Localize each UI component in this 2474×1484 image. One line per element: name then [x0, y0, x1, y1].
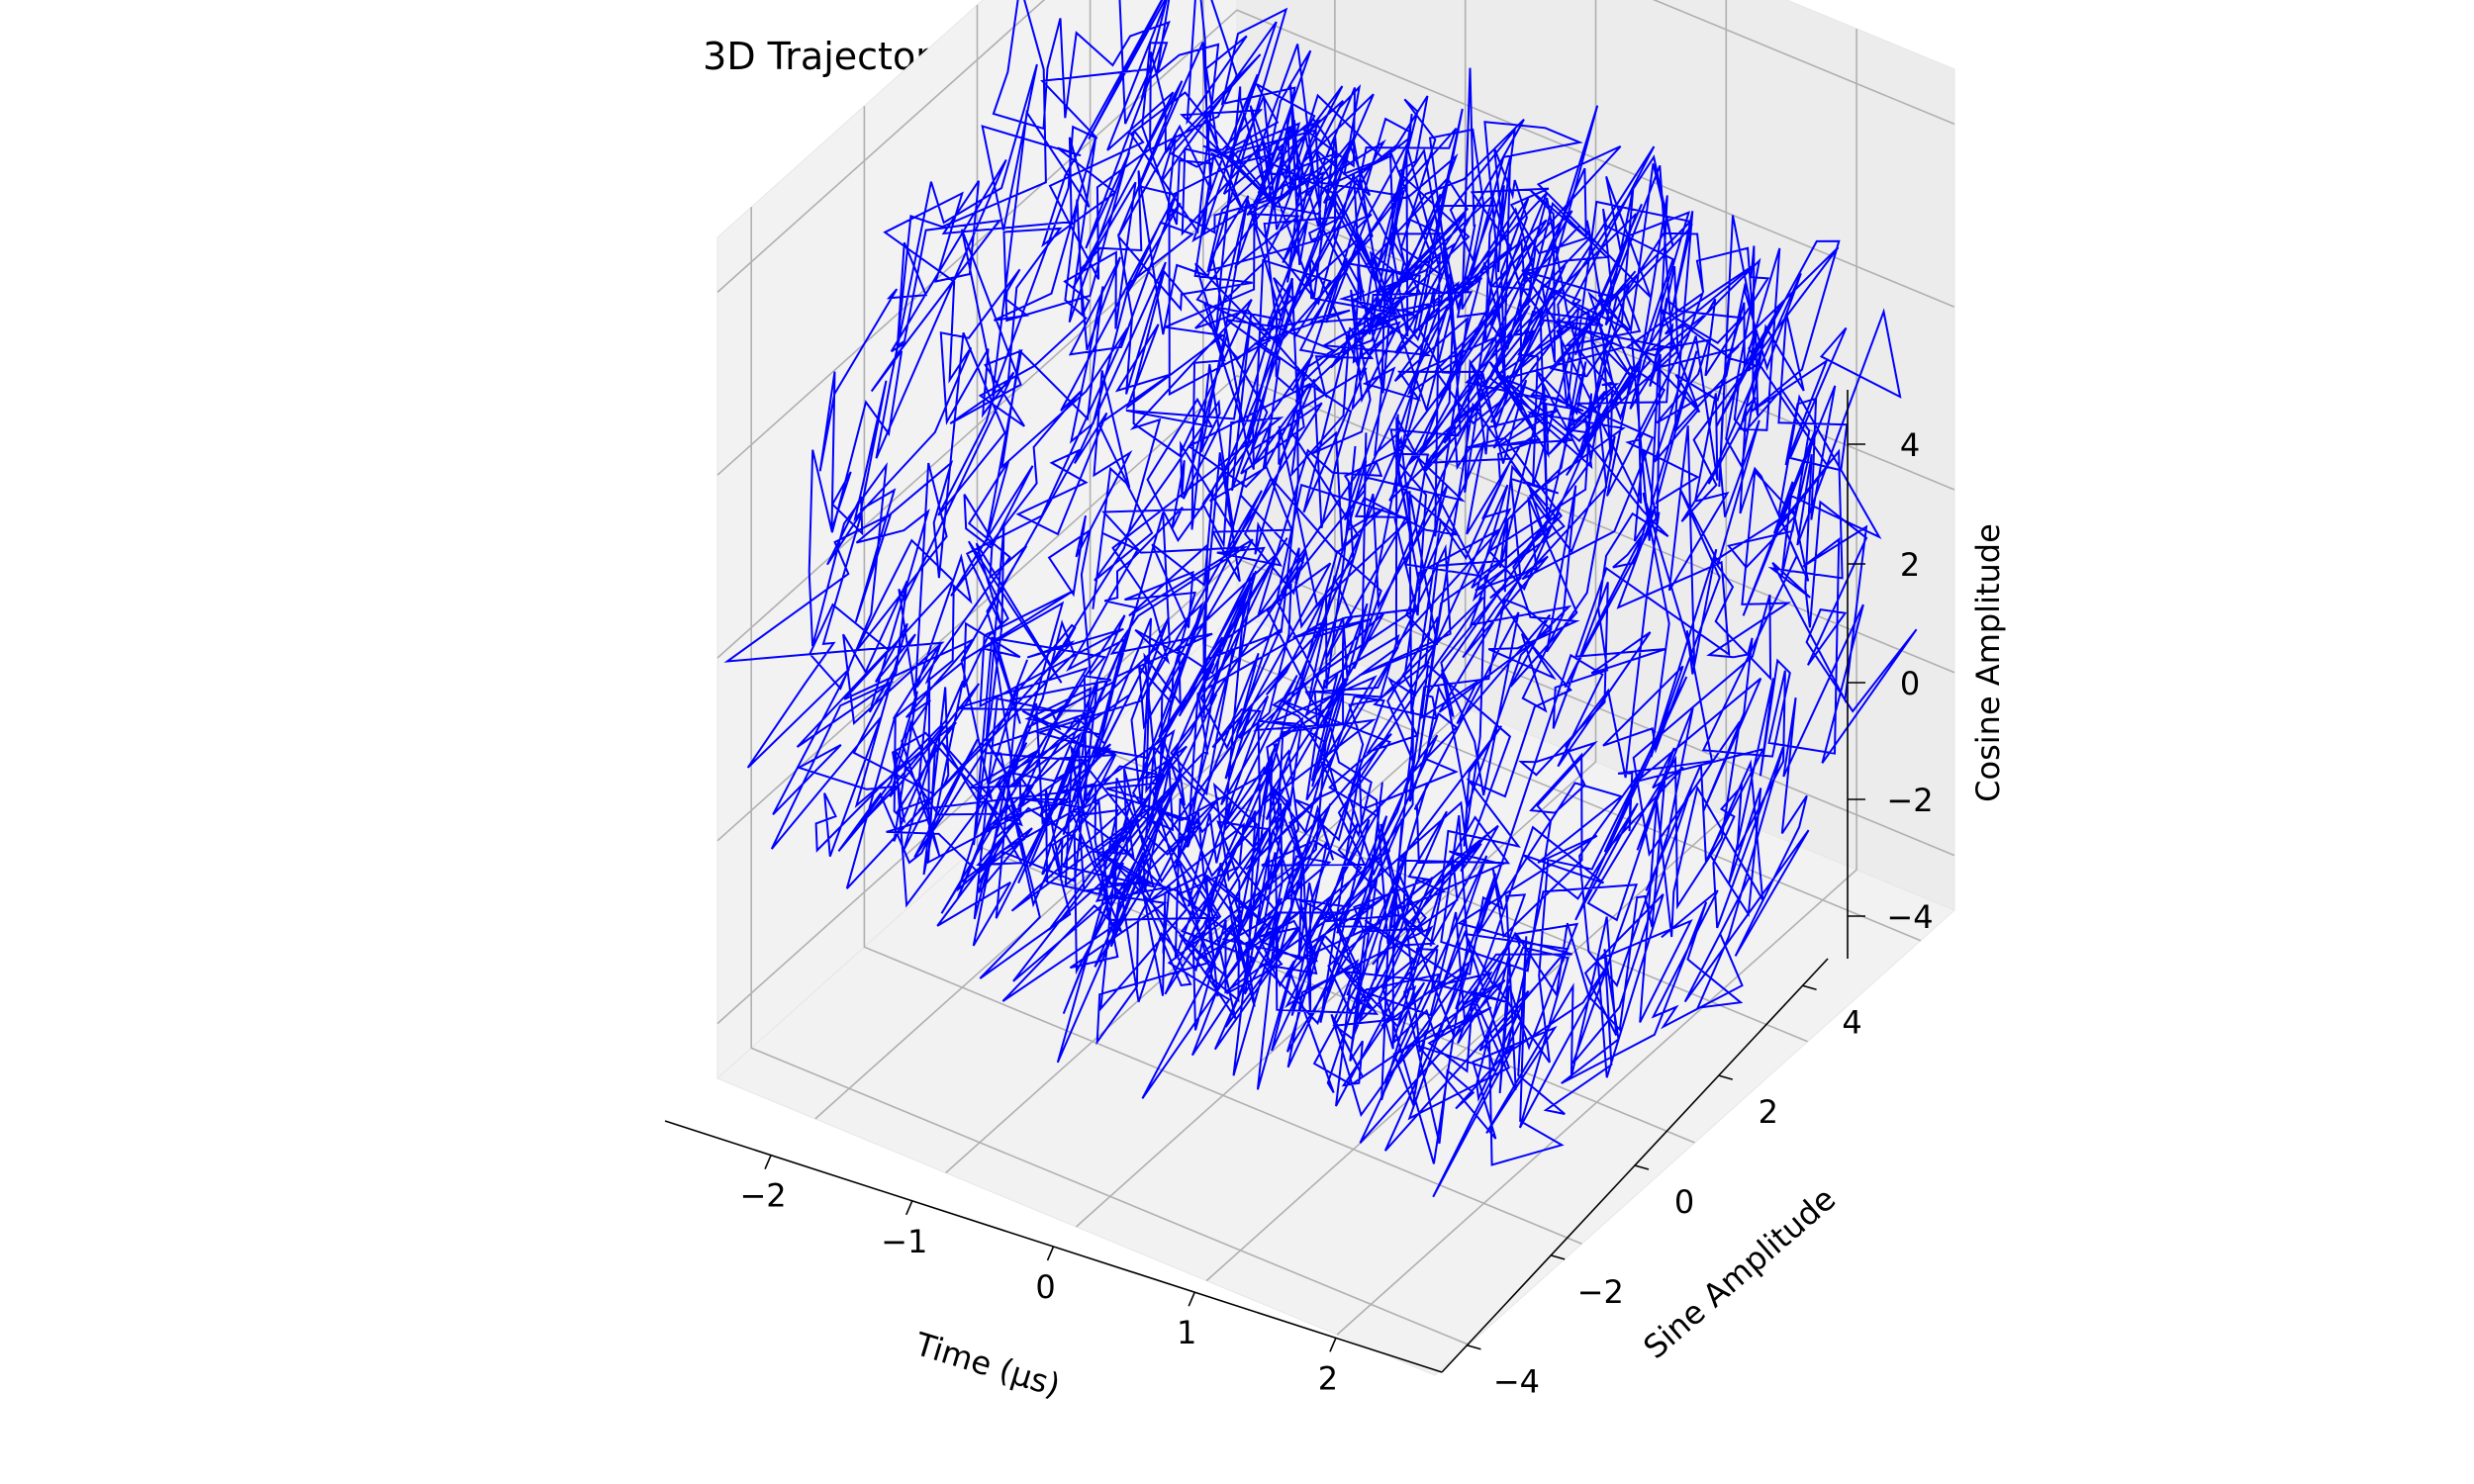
x-tick-label: 1	[1177, 1314, 1196, 1351]
y-tick-mark	[1550, 1254, 1566, 1260]
y-tick-label: 0	[1674, 1183, 1694, 1221]
x-tick-mark	[764, 1155, 772, 1169]
y-tick-label: −4	[1493, 1363, 1540, 1401]
y-tick-mark	[1634, 1164, 1650, 1170]
y-tick-mark	[1467, 1344, 1481, 1350]
grid-z	[716, 9, 1955, 476]
y-tick-label: −2	[1577, 1273, 1624, 1311]
z-tick-label: 2	[1900, 546, 1920, 584]
grid-x	[814, 0, 1336, 1120]
axes-ticks: −2 −1 0 1 2 −4 −2 0 2 4 −4 −2 0 2 4	[739, 426, 1933, 1401]
grid-y	[863, 106, 1582, 1245]
z-tick-label: 0	[1900, 665, 1920, 702]
z-axis-label: Cosine Amplitude	[1969, 523, 2007, 802]
z-tick-label: −2	[1886, 782, 1933, 819]
x-tick-label: 0	[1035, 1268, 1055, 1306]
x-tick-label: 2	[1318, 1359, 1338, 1397]
grid-x	[1336, 29, 1857, 1336]
x-axis-label: Time (μs)	[910, 1325, 1065, 1405]
z-tick-label: −4	[1886, 898, 1933, 936]
grid-z	[716, 0, 1955, 293]
grid-y	[750, 207, 1470, 1346]
series-line	[723, 0, 1918, 1198]
x-tick-mark	[1188, 1291, 1195, 1307]
y-tick-label: 2	[1759, 1093, 1778, 1131]
z-tick-label: 4	[1900, 426, 1920, 464]
y-tick-mark	[1718, 1074, 1734, 1080]
x-tick-mark	[905, 1200, 913, 1216]
x-tick-mark	[1329, 1338, 1337, 1352]
data-series	[723, 0, 1918, 1198]
y-tick-mark	[1802, 984, 1817, 991]
y-axis-label: Sine Amplitude	[1636, 1180, 1843, 1366]
x-tick-label: −1	[881, 1223, 927, 1260]
grid-y	[976, 5, 1695, 1144]
x-tick-label: −2	[739, 1177, 786, 1215]
x-tick-mark	[1046, 1246, 1055, 1261]
y-tick-label: 4	[1842, 1003, 1861, 1041]
